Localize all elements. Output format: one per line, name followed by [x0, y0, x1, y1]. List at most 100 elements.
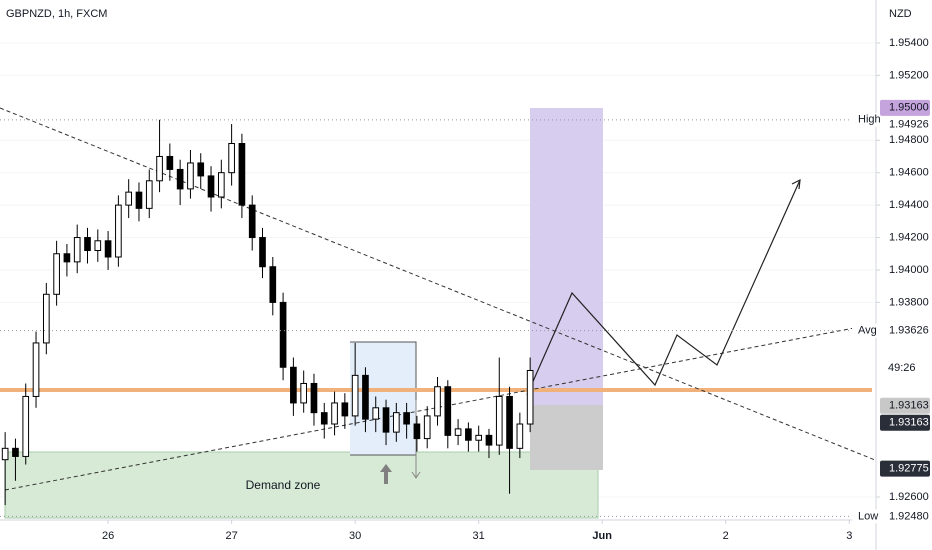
demand-zone [4, 451, 599, 519]
candle-body [197, 162, 205, 177]
candle-body [465, 428, 472, 441]
price-level-name: Avg [858, 325, 877, 337]
price-label: 1.93626 [889, 325, 929, 337]
y-tick-label: 1.94400 [889, 199, 929, 211]
candle-body [32, 342, 40, 397]
candle-body [300, 382, 308, 404]
candle-body [145, 180, 153, 209]
candle-body [187, 162, 194, 190]
y-tick-label: 1.92600 [889, 491, 929, 503]
price-level-name: High [858, 114, 881, 126]
stop-box [530, 405, 603, 470]
candle-body [434, 386, 441, 417]
price-level-tag [852, 323, 880, 338]
price-label-box [880, 414, 930, 431]
y-tick-label: 1.95400 [889, 37, 929, 49]
price-level-tag [852, 112, 880, 127]
candle-body [392, 412, 400, 433]
x-tick-label: 26 [102, 530, 114, 542]
x-tick-label: 3 [846, 530, 852, 542]
candle-body [279, 301, 287, 368]
price-label-box [880, 397, 930, 414]
candle-body [423, 415, 431, 440]
price-label: 1.92480 [889, 510, 929, 522]
projection-arrow [791, 178, 801, 190]
currency: NZD [889, 8, 912, 20]
price-label-box [880, 508, 930, 525]
price-label-box [880, 116, 930, 133]
candle-body [228, 142, 235, 174]
candle-body [351, 374, 359, 417]
price-label-box [880, 99, 930, 116]
candle-body [495, 395, 503, 446]
y-tick-label: 1.94600 [889, 167, 929, 179]
candle-body [444, 386, 452, 436]
y-tick-label: 1.94000 [889, 264, 929, 276]
candle-body [382, 407, 390, 433]
candle-body [238, 142, 246, 206]
price-level-tag [852, 509, 880, 524]
candle-body [269, 266, 277, 303]
candle-body [94, 240, 102, 252]
price-label: 1.93163 [889, 400, 929, 412]
price-label-box [880, 322, 930, 339]
candle-body [372, 407, 380, 420]
candle-body [320, 412, 328, 425]
price-label: 1.95000 [889, 102, 929, 114]
candle-body [454, 428, 462, 436]
x-tick-label: 30 [349, 530, 361, 542]
candle-body [506, 395, 513, 449]
candle-body [115, 204, 122, 258]
candle-body [475, 434, 483, 441]
candle-body [248, 204, 256, 239]
candle-body [125, 191, 133, 206]
candle-body [166, 155, 174, 170]
countdown: 49:26 [888, 362, 916, 374]
x-tick-label: 27 [225, 530, 237, 542]
candle-body [104, 240, 112, 258]
candle-body [403, 412, 410, 425]
x-tick-label: 31 [473, 530, 485, 542]
candle-body [526, 370, 534, 425]
candle-body [63, 253, 71, 263]
candle-body [135, 191, 143, 209]
candle-body [217, 172, 225, 198]
candle-body [362, 374, 369, 420]
chart-title: GBPNZD, 1h, FXCM [6, 8, 107, 20]
price-label: 1.94926 [889, 119, 929, 131]
candle-body [331, 402, 338, 425]
candle-body [341, 402, 349, 417]
annotation: Demand zone [246, 478, 321, 492]
y-tick-label: 1.94800 [889, 134, 929, 146]
x-tick-label: Jun [592, 530, 612, 542]
projection-path [526, 179, 801, 396]
range-box [350, 342, 416, 455]
candle-body [485, 434, 493, 446]
price-level-name: Low [858, 510, 878, 522]
candle-body [413, 423, 421, 440]
candle-body [176, 168, 184, 190]
y-tick-label: 1.93800 [889, 296, 929, 308]
candle-body [22, 395, 30, 457]
candle-body [73, 237, 81, 263]
candle-body [42, 293, 50, 344]
price-label: 1.93163 [889, 417, 929, 429]
up-arrow [380, 464, 392, 484]
trendline [0, 107, 876, 461]
candle-body [310, 382, 318, 414]
candle-body [259, 237, 266, 268]
target-box [530, 108, 603, 405]
x-tick-label: 2 [723, 530, 729, 542]
candle-body [207, 175, 215, 198]
candle-body [1, 447, 9, 461]
candle-body [84, 237, 91, 252]
y-tick-label: 1.94200 [889, 231, 929, 243]
candle-body [516, 423, 524, 449]
candle-body [12, 447, 19, 457]
range-arrow-head [411, 471, 421, 479]
price-label-box [880, 460, 930, 477]
y-tick-label: 1.95200 [889, 69, 929, 81]
candle-body [53, 253, 60, 295]
candle-body [156, 155, 163, 182]
